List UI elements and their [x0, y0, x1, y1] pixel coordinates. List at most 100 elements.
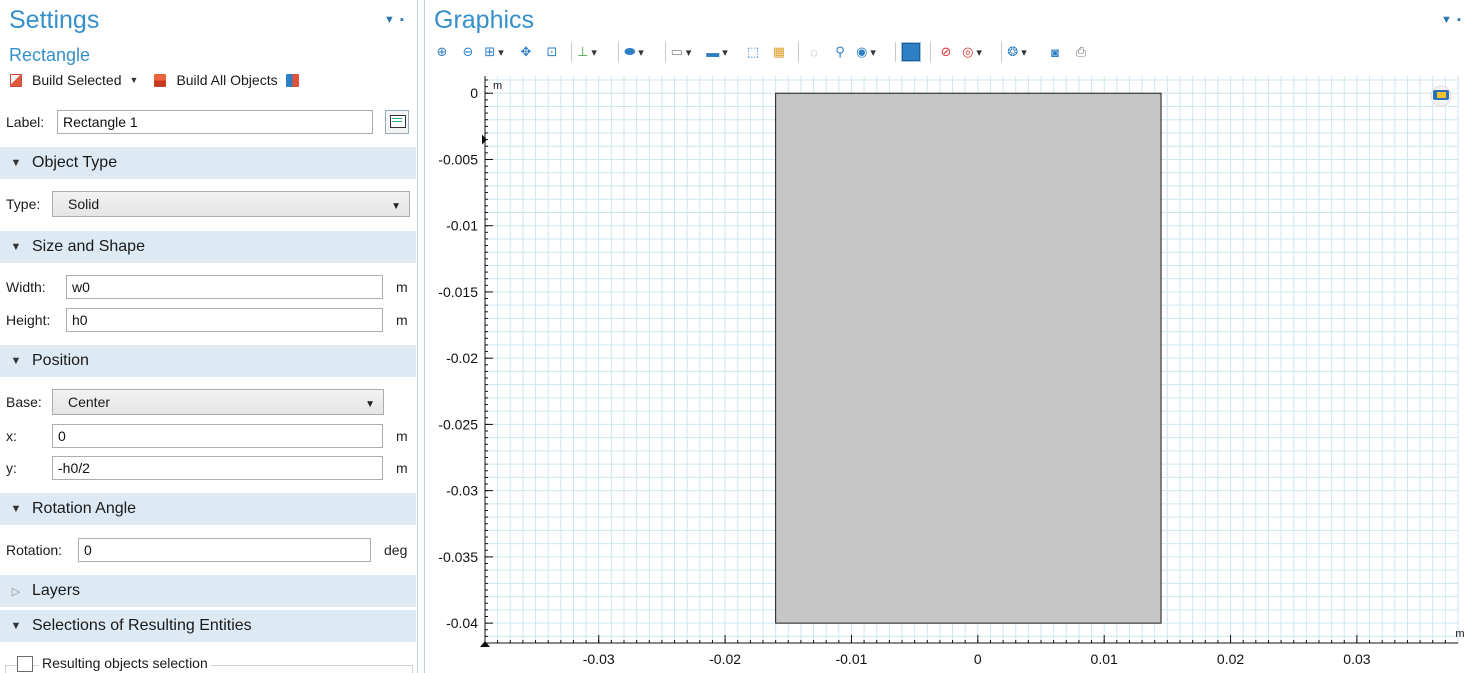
panel-menu-icon[interactable]: ▼ — [1441, 14, 1452, 26]
lights-icon[interactable]: ◎ — [962, 43, 981, 61]
y-tick-label: 0 — [470, 85, 478, 101]
x-input[interactable]: 0 — [52, 424, 383, 448]
rotation-input[interactable]: 0 — [78, 538, 371, 562]
build-all-update-icon[interactable] — [285, 73, 299, 87]
view-icon[interactable]: ◉ — [856, 43, 875, 61]
type-value: Solid — [68, 196, 100, 212]
x-tick-label: 0.01 — [1091, 651, 1118, 667]
type-label: Type: — [6, 196, 41, 212]
axis-arrow-icon — [480, 641, 490, 647]
y-unit: m — [396, 460, 408, 476]
transparency-icon[interactable]: ▭ — [671, 43, 690, 61]
x-tick-label: 0.02 — [1217, 651, 1244, 667]
width-label: Width: — [6, 279, 46, 295]
grid-toggle-icon[interactable] — [901, 42, 921, 62]
render-mode-icon[interactable]: ⬬ — [624, 43, 643, 61]
rectangle-geometry[interactable] — [775, 92, 1162, 624]
x-tick-label: -0.03 — [583, 651, 615, 667]
plot-canvas[interactable]: -0.03 -0.02 -0.01 0 0.01 0.02 0.03 0 -0.005 -0.01… — [425, 68, 1474, 673]
y-tick-label: -0.035 — [438, 549, 478, 565]
hide-icon[interactable]: ◌ — [810, 44, 818, 60]
label-input[interactable]: Rectangle 1 — [57, 110, 373, 134]
section-title: Rotation Angle — [32, 500, 137, 517]
base-value: Center — [68, 394, 111, 410]
section-object-type[interactable]: ▼ Object Type — [0, 147, 416, 179]
y-tick-label: -0.01 — [446, 218, 478, 234]
x-tick-label: 0 — [974, 651, 982, 667]
height-unit: m — [396, 312, 408, 328]
select-box-icon[interactable]: ⬚ — [746, 44, 760, 59]
zoom-in-icon[interactable]: ⊕ — [436, 44, 448, 59]
rotation-label: Rotation: — [6, 542, 63, 558]
section-title: Size and Shape — [32, 238, 145, 255]
camera-icon[interactable]: ◙ — [1051, 44, 1059, 60]
toolbar-divider — [930, 42, 931, 62]
build-all-button[interactable]: Build All Objects — [154, 72, 278, 88]
base-label: Base: — [6, 394, 42, 410]
axis-orientation-icon[interactable]: ⊥ — [577, 43, 596, 61]
build-selected-button[interactable]: Build Selected — [10, 72, 122, 88]
build-all-label: Build All Objects — [176, 72, 278, 88]
type-select[interactable]: Solid ▼ — [52, 191, 410, 217]
x-label: x: — [6, 428, 17, 444]
pin-icon[interactable]: ▪ — [1457, 14, 1461, 26]
build-selected-label: Build Selected — [32, 72, 122, 88]
settings-toolbar: Build Selected ▼ Build All Objects — [10, 70, 309, 90]
toolbar-divider — [1001, 42, 1002, 62]
zoom-selected-icon[interactable]: ⊡ — [546, 44, 558, 59]
collapse-icon: ▼ — [10, 157, 22, 169]
y-tick-label: -0.04 — [446, 615, 478, 631]
y-tick-label: -0.02 — [446, 350, 478, 366]
toolbar-divider — [571, 42, 572, 62]
x-tick-label: -0.01 — [835, 651, 867, 667]
section-position[interactable]: ▼ Position — [0, 345, 416, 377]
logo-icon — [1430, 85, 1452, 107]
zoom-extents-icon[interactable]: ✥ — [520, 44, 532, 59]
build-all-icon — [154, 73, 167, 87]
section-rotation[interactable]: ▼ Rotation Angle — [0, 493, 416, 525]
clear-selection-icon[interactable]: ⊘ — [940, 44, 952, 59]
comment-icon[interactable] — [385, 110, 409, 134]
resulting-selection-label: Resulting objects selection — [39, 655, 211, 671]
section-size-shape[interactable]: ▼ Size and Shape — [0, 231, 416, 263]
chevron-down-icon: ▼ — [365, 399, 375, 410]
pin-icon[interactable]: ▪ — [400, 14, 404, 26]
graphics-title: Graphics — [434, 6, 535, 34]
axes: -0.03 -0.02 -0.01 0 0.01 0.02 0.03 0 -0.005 -0.01… — [438, 76, 1458, 667]
select-all-icon[interactable]: ▦ — [772, 44, 786, 59]
height-input[interactable]: h0 — [66, 308, 383, 332]
wireframe-icon[interactable]: ▬ — [706, 43, 726, 61]
expand-icon: ▷ — [11, 585, 21, 598]
section-selections[interactable]: ▼ Selections of Resulting Entities — [0, 610, 416, 642]
section-title: Layers — [32, 582, 81, 599]
toolbar-divider — [895, 42, 896, 62]
logo-accent — [1437, 92, 1446, 98]
graphics-panel: Graphics ▼ ▪ ⊕ ⊖ ⊞ ✥ ⊡ ⊥ ⬬ ▭ ▬ ⬚ ▦ ◌ ⚲ ◉… — [424, 0, 1475, 673]
section-layers[interactable]: ▷ Layers — [0, 575, 416, 607]
zoom-out-icon[interactable]: ⊖ — [462, 44, 474, 59]
build-selected-dropdown-icon[interactable]: ▼ — [129, 75, 139, 85]
show-icon[interactable]: ⚲ — [835, 44, 845, 59]
panel-menu-icon[interactable]: ▼ — [384, 14, 395, 26]
toolbar-divider — [618, 42, 619, 62]
print-icon[interactable]: ⎙ — [1075, 44, 1087, 59]
y-input[interactable]: -h0/2 — [52, 456, 383, 480]
collapse-icon: ▼ — [10, 620, 22, 632]
zoom-box-icon[interactable]: ⊞ — [484, 43, 503, 61]
width-input[interactable]: w0 — [66, 275, 383, 299]
settings-panel: Settings ▼ ▪ Rectangle Build Selected ▼ … — [0, 0, 418, 673]
panel-title: Settings — [9, 6, 100, 34]
resulting-selection-checkbox[interactable] — [17, 656, 33, 672]
node-type-title: Rectangle — [9, 45, 91, 65]
x-tick-label: 0.03 — [1343, 651, 1370, 667]
y-tick-label: -0.025 — [438, 416, 478, 432]
axis-arrow-icon — [482, 134, 487, 145]
rotation-unit: deg — [384, 542, 408, 558]
base-select[interactable]: Center ▼ — [52, 389, 384, 415]
x-axis-unit: m — [1455, 628, 1464, 640]
collapse-icon: ▼ — [10, 503, 22, 515]
scene-icon[interactable]: ❂ — [1007, 43, 1026, 61]
x-tick-label: -0.02 — [709, 651, 741, 667]
build-selected-icon — [10, 73, 22, 87]
height-label: Height: — [6, 312, 51, 328]
